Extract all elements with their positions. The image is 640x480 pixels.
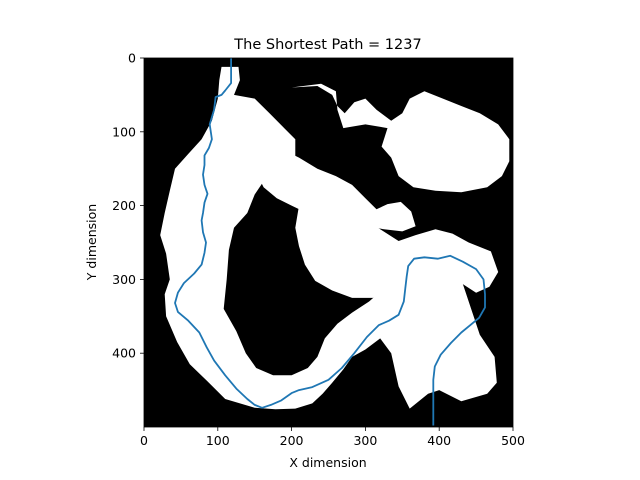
x-axis-label: X dimension — [289, 455, 366, 470]
y-tick-label: 100 — [112, 124, 136, 139]
y-tick-label: 0 — [128, 51, 136, 66]
x-tick-label: 100 — [206, 433, 230, 448]
y-tick-label: 400 — [112, 346, 136, 361]
x-tick-label: 400 — [427, 433, 451, 448]
shortest-path-line — [174, 58, 486, 426]
y-axis-label: Y dimension — [84, 204, 99, 281]
free-space-layer — [160, 66, 510, 410]
x-tick-label: 300 — [353, 433, 377, 448]
free-region-top-right-blob — [291, 83, 510, 193]
y-axis: 0 100 200 300 400 — [112, 51, 144, 361]
x-tick-label: 0 — [140, 433, 148, 448]
x-tick-label: 500 — [501, 433, 525, 448]
path-layer — [174, 58, 486, 426]
chart-title: The Shortest Path = 1237 — [233, 37, 421, 53]
free-region-left-corridor — [160, 66, 497, 410]
y-tick-label: 300 — [112, 272, 136, 287]
free-region-upper-middle-blob — [254, 146, 416, 232]
x-axis: 0 100 200 300 400 500 — [140, 427, 525, 448]
x-tick-label: 200 — [280, 433, 304, 448]
y-tick-label: 200 — [112, 198, 136, 213]
plot-frame — [143, 57, 514, 428]
